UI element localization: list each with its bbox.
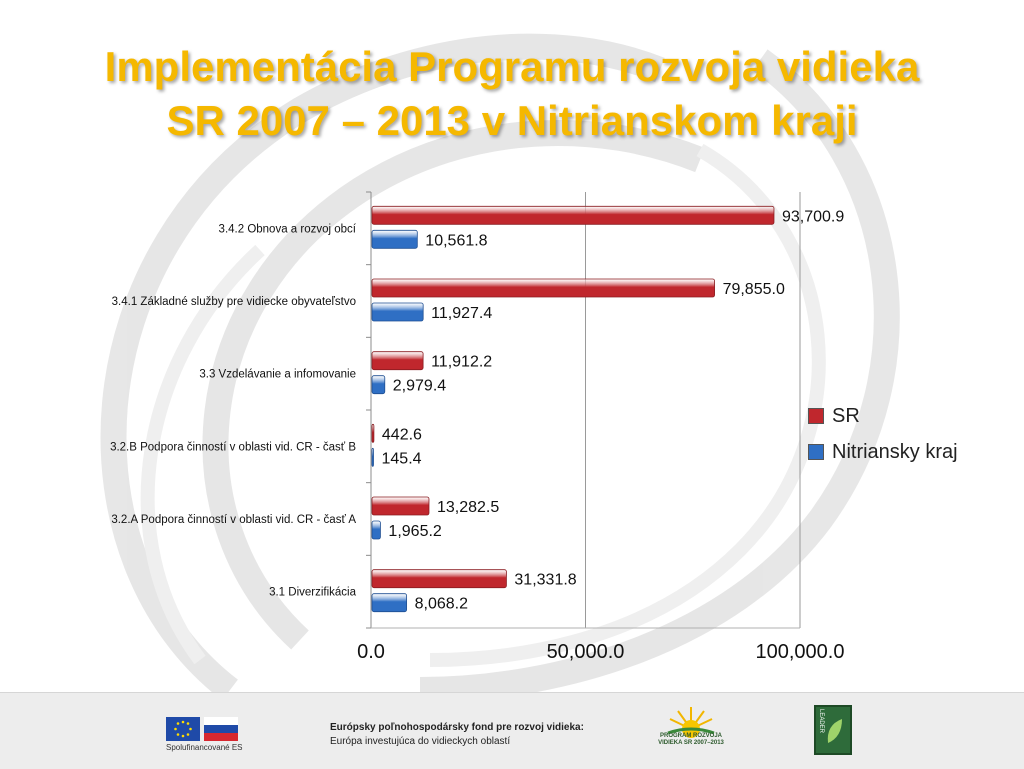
legend-item-sr: SR bbox=[808, 398, 958, 434]
bar-nitriansky-kraj bbox=[371, 375, 386, 395]
data-label: 79,855.0 bbox=[723, 281, 785, 298]
fund-line-2: Európa investujúca do vidieckych oblastí bbox=[330, 736, 511, 747]
data-label: 13,282.5 bbox=[437, 499, 499, 516]
bar-nitriansky-kraj bbox=[371, 520, 381, 540]
fund-text: Európsky poľnohospodársky fond pre rozvo… bbox=[330, 721, 584, 749]
category-label: 3.4.1 Základné služby pre vidiecke obyva… bbox=[112, 296, 356, 308]
category-label: 3.1 Diverzifikácia bbox=[269, 587, 357, 599]
legend-item-nitriansky-kraj: Nitriansky kraj bbox=[808, 434, 958, 470]
category-label: 3.4.2 Obnova a rozvoj obcí bbox=[219, 223, 357, 235]
bar-sr bbox=[371, 423, 375, 443]
bar-nitriansky-kraj bbox=[371, 593, 408, 613]
category-label: 3.3 Vzdelávanie a infomovanie bbox=[199, 369, 356, 381]
legend-swatch-sr bbox=[808, 408, 824, 424]
data-label: 11,927.4 bbox=[431, 305, 492, 322]
data-label: 1,965.2 bbox=[388, 523, 441, 540]
leader-logo: LEADER bbox=[814, 705, 852, 755]
leaf-icon bbox=[827, 719, 842, 743]
cofinanced-label: Spolufinancované ES bbox=[166, 743, 243, 752]
data-label: 2,979.4 bbox=[393, 378, 446, 395]
data-label: 10,561.8 bbox=[425, 232, 487, 249]
leader-logo-text: LEADER bbox=[818, 709, 824, 734]
bar-nitriansky-kraj bbox=[371, 229, 418, 249]
bar-sr bbox=[371, 278, 715, 298]
legend-swatch-nitriansky-kraj bbox=[808, 444, 824, 460]
bar-nitriansky-kraj bbox=[371, 302, 424, 322]
program-rozvoja-vidieka-logo bbox=[667, 707, 715, 738]
data-label: 8,068.2 bbox=[415, 596, 468, 613]
data-label: 11,912.2 bbox=[431, 354, 492, 371]
legend-label-sr: SR bbox=[832, 404, 860, 427]
bar-sr bbox=[371, 569, 507, 589]
x-tick-label: 100,000.0 bbox=[756, 641, 845, 663]
data-label: 31,331.8 bbox=[514, 572, 576, 589]
category-label: 3.2.B Podpora činností v oblasti vid. CR… bbox=[110, 441, 356, 453]
x-tick-label: 0.0 bbox=[357, 641, 385, 663]
fund-line-1: Európsky poľnohospodársky fond pre rozvo… bbox=[330, 722, 584, 733]
bar-sr bbox=[371, 205, 775, 225]
slide-title: Implementácia Programu rozvoja vidieka S… bbox=[40, 40, 984, 148]
data-label: 93,700.9 bbox=[782, 208, 844, 225]
data-label: 442.6 bbox=[382, 426, 422, 443]
decorative-swirl-background bbox=[100, 33, 900, 692]
eu-flag-icon bbox=[166, 717, 200, 741]
bar-nitriansky-kraj bbox=[371, 447, 374, 467]
title-line-1: Implementácia Programu rozvoja vidieka bbox=[104, 43, 920, 90]
x-tick-label: 50,000.0 bbox=[547, 641, 625, 663]
bar-chart: 0.0 50,000.0 100,000.0 3.4.2 Obnova a rozvo… bbox=[110, 191, 845, 663]
footer-bar: Spolufinancované ES Európsky poľnohospod… bbox=[0, 692, 1024, 769]
data-label: 145.4 bbox=[382, 450, 422, 467]
legend-label-nitriansky-kraj: Nitriansky kraj bbox=[832, 440, 958, 463]
bar-sr bbox=[371, 351, 424, 371]
bar-sr bbox=[371, 496, 430, 516]
program-logo-caption: PROGRAM ROZVOJA VIDIEKA SR 2007–2013 bbox=[658, 733, 724, 746]
title-line-2: SR 2007 – 2013 v Nitrianskom kraji bbox=[166, 97, 858, 144]
category-label: 3.2.A Podpora činností v oblasti vid. CR… bbox=[111, 514, 356, 526]
slovak-flag-icon bbox=[204, 717, 238, 741]
chart-legend: SR Nitriansky kraj bbox=[808, 398, 958, 470]
